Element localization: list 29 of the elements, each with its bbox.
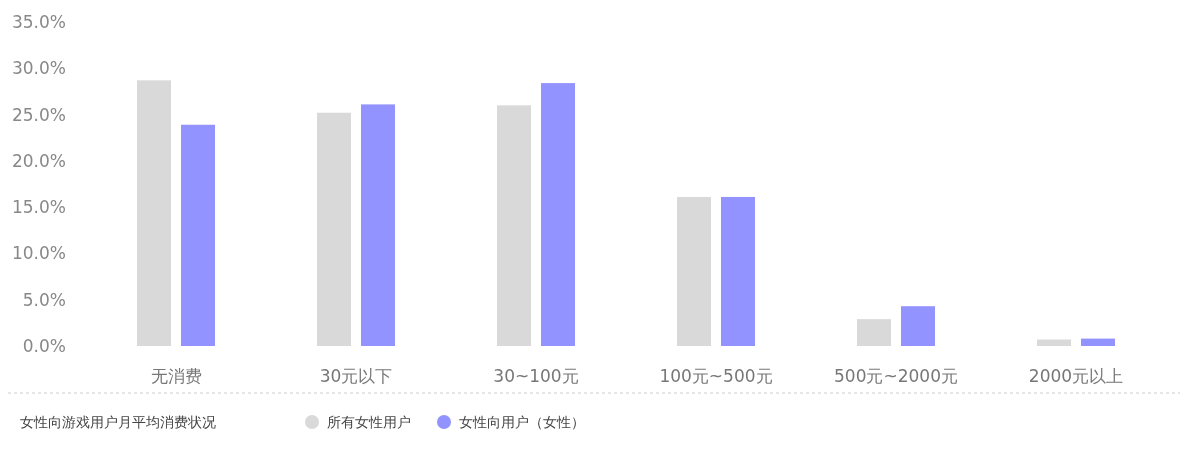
legend-label: 所有女性用户: [327, 414, 411, 430]
bar: [1037, 339, 1071, 346]
x-tick-label: 30~100元: [493, 366, 579, 386]
y-tick-label: 30.0%: [11, 58, 66, 79]
bar: [317, 112, 351, 346]
bar: [901, 306, 935, 346]
bar: [137, 80, 171, 346]
text: 女性向游戏用户月平均消费状况: [20, 414, 216, 430]
x-tick-label: 500元~2000元: [834, 366, 958, 386]
y-tick-label: 25.0%: [11, 104, 66, 125]
bar: [1081, 338, 1115, 346]
y-tick-label: 10.0%: [11, 243, 66, 264]
x-tick-label: 30元以下: [319, 366, 393, 386]
y-tick-label: 5.0%: [22, 289, 66, 310]
bar: [721, 196, 755, 346]
y-tick-label: 0.0%: [22, 336, 66, 356]
legend-label: 女性向用户（女性）: [459, 414, 585, 430]
y-tick-label: 20.0%: [11, 150, 66, 171]
x-tick-label: 100元~500元: [659, 366, 773, 386]
bar: [181, 124, 215, 346]
bar: [677, 196, 711, 346]
x-tick-label: 无消费: [150, 366, 202, 386]
bar: [497, 105, 531, 346]
y-tick-label: 35.0%: [11, 12, 66, 32]
bar: [857, 319, 891, 346]
bar: [541, 83, 575, 346]
y-tick-label: 15.0%: [11, 197, 66, 218]
x-tick-label: 2000元以上: [1028, 366, 1124, 386]
bar: [361, 104, 395, 346]
